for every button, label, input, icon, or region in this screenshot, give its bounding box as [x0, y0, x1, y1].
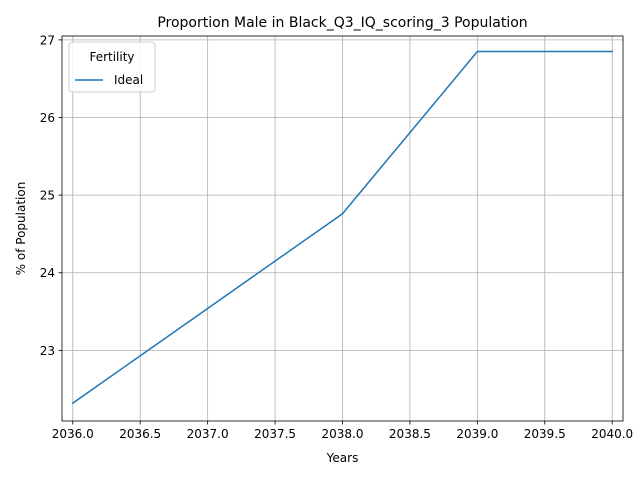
- y-tick-label: 27: [40, 33, 55, 47]
- x-tick-label: 2039.5: [524, 427, 566, 441]
- legend: Fertility Ideal: [68, 41, 156, 93]
- x-tick-label: 2040.0: [591, 427, 633, 441]
- y-tick-label: 26: [40, 111, 55, 125]
- x-tick-label: 2038.0: [322, 427, 364, 441]
- x-axis-title: Years: [326, 451, 359, 465]
- x-tick-label: 2036.0: [52, 427, 94, 441]
- grid: [62, 36, 623, 421]
- x-tick-label: 2037.5: [254, 427, 296, 441]
- y-tick-label: 25: [40, 189, 55, 203]
- x-tick-label: 2038.5: [389, 427, 431, 441]
- series-layer: [71, 50, 613, 405]
- legend-label-ideal: Ideal: [114, 73, 143, 87]
- x-tick-label: 2036.5: [119, 427, 161, 441]
- chart-title: Proportion Male in Black_Q3_IQ_scoring_3…: [157, 15, 527, 31]
- y-axis-title: % of Population: [14, 182, 28, 276]
- y-tick-label: 24: [40, 266, 55, 280]
- x-tick-label: 2037.0: [187, 427, 229, 441]
- x-tick-label: 2039.0: [456, 427, 498, 441]
- legend-title: Fertility: [89, 50, 134, 64]
- y-tick-label: 23: [40, 344, 55, 358]
- ticks: 2036.0 2036.5 2037.0 2037.5 2038.0 2038.5 2039…: [40, 33, 633, 441]
